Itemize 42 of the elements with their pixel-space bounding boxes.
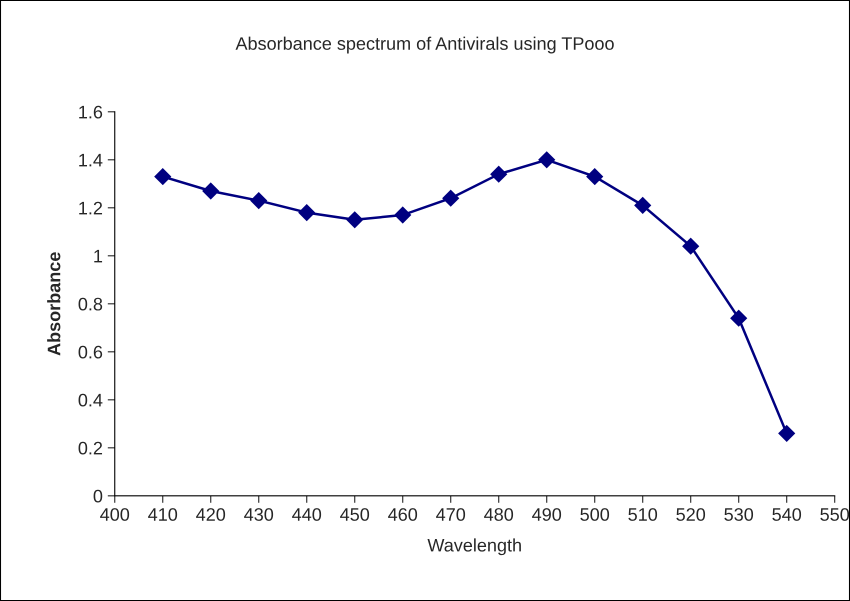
x-tick-label: 420 [196,508,226,521]
point [586,168,604,185]
chart-title: Absorbance spectrum of Antivirals using TPooo [236,36,614,54]
point [346,211,364,228]
x-tick-label: 450 [340,508,370,521]
x-tick-label: 520 [676,508,706,521]
point [202,182,220,200]
x-tick-label: 440 [292,508,322,521]
y-tick-label: 0.2 [78,442,102,455]
x-tick-label: 410 [148,508,178,521]
y-tick-label: 0.4 [78,394,102,407]
x-tick-label: 550 [820,508,850,521]
y-tick-label: 1.2 [79,202,102,214]
y-axis-title: Absorbance [47,252,60,356]
point [538,151,556,168]
point [682,238,700,255]
point [730,310,748,327]
y-tick-label: 1.6 [79,106,102,119]
point [634,197,652,214]
x-tick-label: 470 [436,508,466,521]
y-tick-label: 0.8 [78,298,102,311]
x-tick-label: 540 [772,508,802,521]
y-tick-label: 1.4 [79,154,102,166]
point [154,168,172,185]
y-tick-label: 0.6 [78,346,102,359]
point [778,425,796,442]
point [250,192,268,209]
point [442,190,460,207]
point [490,166,508,183]
y-tick-label: 1 [94,250,102,262]
x-tick-label: 500 [580,508,610,521]
x-tick-label: 510 [628,508,658,521]
point [394,206,412,224]
y-tick-label: 0 [94,490,102,503]
x-tick-label: 480 [484,508,514,521]
x-tick-label: 430 [244,508,274,521]
x-tick-label: 460 [388,508,418,521]
x-tick-label: 490 [532,508,562,521]
x-tick-label: 400 [100,508,130,521]
x-tick-label: 530 [724,508,754,521]
point [298,204,316,221]
x-axis-title: Wavelength [427,538,521,556]
